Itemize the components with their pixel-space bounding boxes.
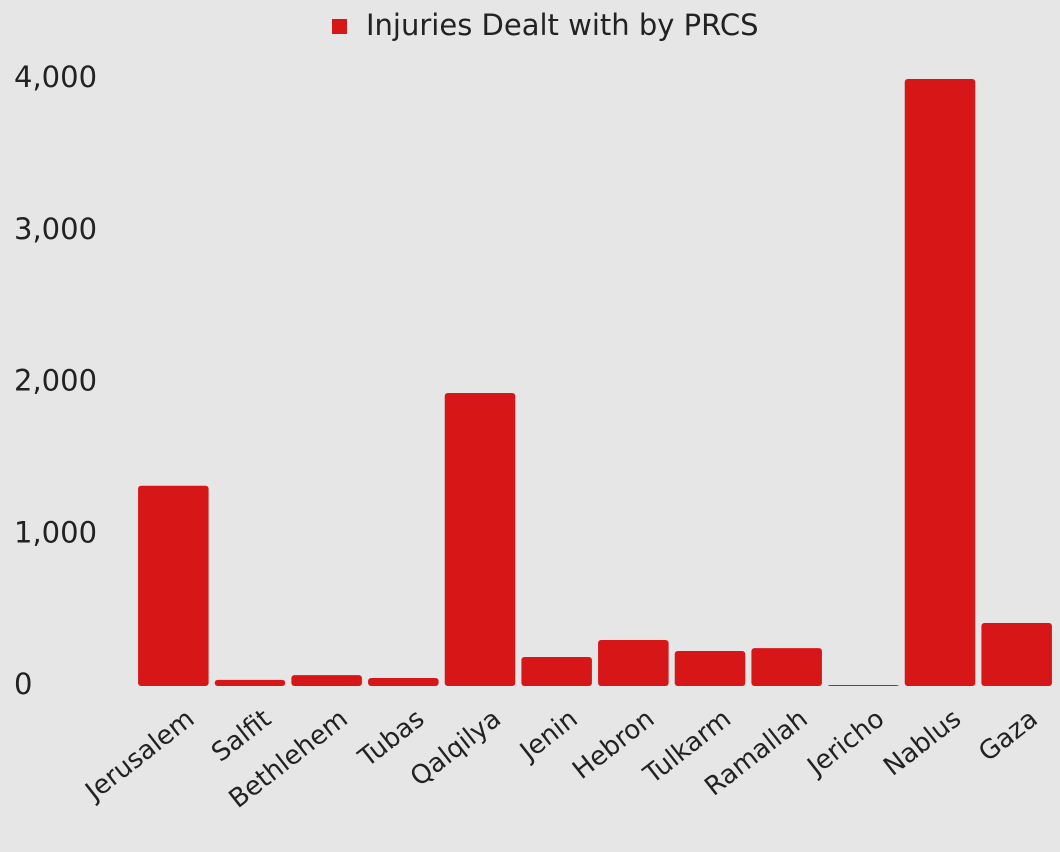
y-tick-label: 0 bbox=[14, 667, 32, 701]
bar bbox=[521, 657, 592, 686]
bar bbox=[904, 79, 976, 686]
bar bbox=[828, 684, 899, 686]
bar bbox=[674, 650, 746, 686]
y-tick-label: 4,000 bbox=[14, 60, 97, 94]
legend-label: Injuries Dealt with by PRCS bbox=[366, 8, 759, 42]
bar bbox=[214, 679, 286, 686]
bar bbox=[981, 623, 1052, 686]
bar bbox=[598, 640, 669, 686]
bar bbox=[138, 485, 209, 686]
bar bbox=[368, 677, 439, 686]
y-tick-label: 1,000 bbox=[14, 515, 97, 549]
legend-swatch bbox=[332, 19, 347, 34]
bar bbox=[291, 675, 362, 686]
bar bbox=[751, 648, 822, 686]
y-tick-label: 3,000 bbox=[14, 212, 97, 246]
y-tick-label: 2,000 bbox=[14, 364, 97, 398]
bar bbox=[444, 392, 516, 686]
